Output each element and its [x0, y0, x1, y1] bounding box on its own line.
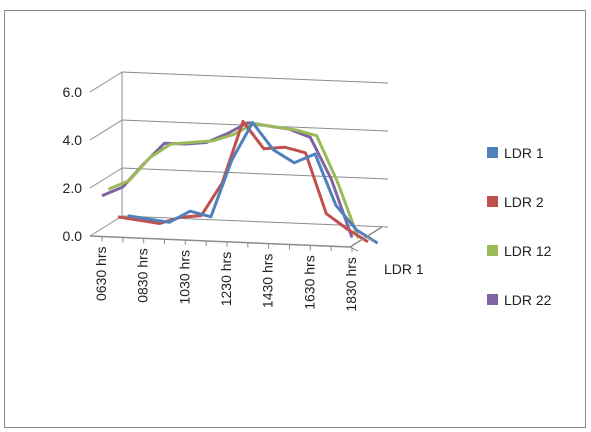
y-tick-label: 0.0	[63, 228, 83, 244]
legend-swatch	[487, 196, 498, 207]
x-tick-label: 1430 hrs	[260, 254, 276, 308]
legend-label: LDR 12	[504, 243, 552, 259]
series-line-ldr-2	[117, 119, 369, 244]
series-line-ldr-1	[127, 121, 379, 245]
legend: LDR 1 LDR 2 LDR 12 LDR 22	[487, 145, 552, 308]
gridline	[121, 71, 389, 84]
x-tick-label: 0630 hrs	[93, 247, 109, 301]
depth-tick	[349, 246, 359, 252]
x-tick-label: 0830 hrs	[135, 248, 151, 302]
x-tick-label: 1030 hrs	[176, 250, 192, 304]
depth-tick	[365, 236, 375, 242]
x-tick-label: 1230 hrs	[218, 252, 234, 306]
gridline-side	[89, 71, 123, 93]
legend-swatch	[487, 294, 498, 305]
gridline	[121, 167, 389, 180]
series-line-ldr-12	[107, 122, 360, 239]
x-axis-line	[89, 235, 351, 248]
legend-label: LDR 2	[504, 194, 544, 210]
y-tick-label: 6.0	[63, 84, 83, 100]
legend-label: LDR 1	[504, 145, 544, 161]
y-axis-tick-labels: 0.0 2.0 4.0 6.0	[63, 84, 83, 244]
x-tick-label: 1630 hrs	[301, 255, 317, 309]
legend-label: LDR 22	[504, 292, 552, 308]
depth-axis: LDR 1	[349, 226, 424, 277]
x-tick-label: 1830 hrs	[343, 257, 359, 311]
gridline-side	[89, 167, 123, 189]
gridline-side	[89, 119, 123, 141]
y-tick-label: 2.0	[63, 180, 83, 196]
y-tick-label: 4.0	[63, 132, 83, 148]
x-axis: 0630 hrs 0830 hrs 1030 hrs 1230 hrs 1430 hrs…	[89, 235, 359, 312]
chart-frame	[4, 10, 586, 428]
gridline-side	[89, 215, 123, 237]
legend-swatch	[487, 245, 498, 256]
legend-swatch	[487, 147, 498, 158]
depth-axis-label: LDR 1	[384, 261, 424, 277]
series-lines	[101, 119, 379, 245]
